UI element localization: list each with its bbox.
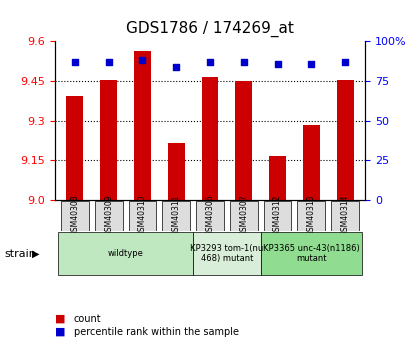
FancyBboxPatch shape [61,201,89,230]
Text: strain: strain [4,249,36,258]
Text: KP3293 tom-1(nu
468) mutant: KP3293 tom-1(nu 468) mutant [190,244,263,263]
Bar [66,96,83,200]
FancyBboxPatch shape [196,201,224,230]
Bar [100,80,117,200]
FancyBboxPatch shape [297,201,325,230]
Text: GSM40310: GSM40310 [138,195,147,236]
Point [342,59,349,65]
Bar [303,125,320,200]
FancyBboxPatch shape [129,201,156,230]
FancyBboxPatch shape [261,232,362,275]
Bar [134,51,151,200]
Bar [269,157,286,200]
Text: GSM40313: GSM40313 [307,195,316,236]
FancyBboxPatch shape [193,232,261,275]
Point [105,59,112,65]
Bar [168,143,185,200]
Text: count: count [74,314,101,324]
Point [240,59,247,65]
Text: wildtype: wildtype [108,249,144,258]
Text: GSM40306: GSM40306 [205,195,215,236]
Text: GDS1786 / 174269_at: GDS1786 / 174269_at [126,21,294,37]
Text: GSM40314: GSM40314 [341,195,349,236]
FancyBboxPatch shape [331,201,359,230]
Text: GSM40312: GSM40312 [273,195,282,236]
Text: ■: ■ [55,314,65,324]
Text: ▶: ▶ [32,249,39,258]
Text: GSM40307: GSM40307 [239,195,248,236]
Text: ■: ■ [55,327,65,337]
FancyBboxPatch shape [230,201,257,230]
Point [173,64,180,70]
Text: KP3365 unc-43(n1186)
mutant: KP3365 unc-43(n1186) mutant [263,244,360,263]
Text: GSM40309: GSM40309 [104,195,113,236]
Point [274,61,281,66]
Point [308,61,315,66]
Point [71,59,78,65]
FancyBboxPatch shape [163,201,190,230]
FancyBboxPatch shape [95,201,123,230]
Point [139,58,146,63]
FancyBboxPatch shape [264,201,291,230]
Bar [337,80,354,200]
Text: percentile rank within the sample: percentile rank within the sample [74,327,239,337]
FancyBboxPatch shape [58,232,193,275]
Bar [202,77,218,200]
Text: GSM40311: GSM40311 [172,195,181,236]
Point [207,59,213,65]
Bar [235,81,252,200]
Text: GSM40308: GSM40308 [71,195,79,236]
